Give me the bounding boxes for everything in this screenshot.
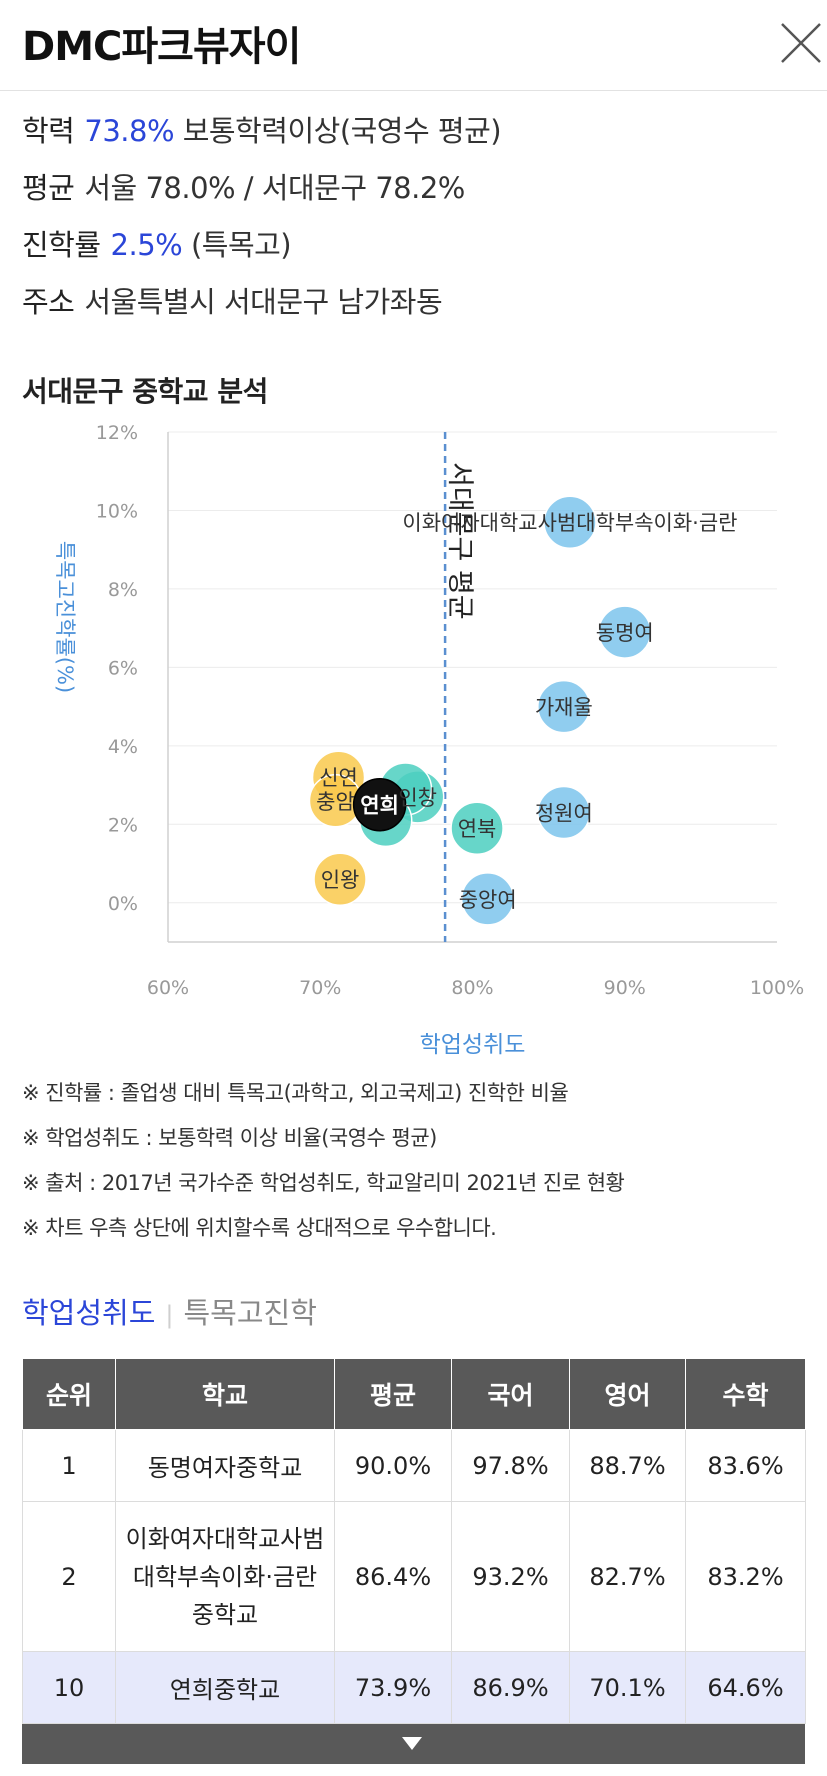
- address-label: 주소: [22, 285, 75, 319]
- math-cell: 83.6%: [685, 1429, 806, 1502]
- reference-line-label: 서대문구 평균: [444, 462, 475, 620]
- school-cell: 이화여자대학교사범대학부속이화·금란중학교: [115, 1501, 335, 1652]
- x-tick-label: 70%: [299, 977, 341, 999]
- avg-cell: 86.4%: [334, 1501, 452, 1652]
- note-item: ※ 학업성취도 : 보통학력 이상 비율(국영수 평균): [22, 1126, 437, 1150]
- col-header-math: 수학: [685, 1358, 806, 1430]
- average-label: 평균: [22, 171, 75, 205]
- y-tick-label: 4%: [108, 736, 138, 758]
- close-icon[interactable]: [778, 20, 824, 66]
- data-point: [450, 801, 504, 855]
- info-address: 주소 서울특별시 서대문구 남가좌동: [22, 279, 443, 321]
- data-point: [598, 605, 652, 659]
- page-title: DMC파크뷰자이: [22, 24, 301, 70]
- col-header-school: 학교: [115, 1358, 335, 1430]
- eng-cell: 82.7%: [569, 1501, 686, 1652]
- ranking-table: 순위 학교 평균 국어 영어 수학 1 동명여자중학교 90.0% 97.8% …: [22, 1358, 806, 1724]
- x-axis-label: 학업성취도: [420, 1032, 526, 1058]
- academic-value: 73.8%: [84, 114, 175, 148]
- kor-cell: 93.2%: [451, 1501, 570, 1652]
- table-row: 2 이화여자대학교사범대학부속이화·금란중학교 86.4% 93.2% 82.7…: [22, 1501, 806, 1652]
- avg-cell: 73.9%: [334, 1651, 452, 1724]
- col-header-kor: 국어: [451, 1358, 570, 1430]
- col-header-avg: 평균: [334, 1358, 452, 1430]
- notes: ※ 진학률 : 졸업생 대비 특목고(과학고, 외고국제고) 진학한 비율 ※ …: [22, 1078, 625, 1258]
- data-point: [352, 777, 407, 832]
- y-tick-label: 0%: [108, 893, 138, 915]
- school-cell: 동명여자중학교: [115, 1429, 335, 1502]
- y-tick-label: 12%: [96, 422, 138, 444]
- data-point: [313, 852, 367, 906]
- address-text: 서울특별시 서대문구 남가좌동: [84, 285, 443, 319]
- data-label: 연희: [360, 794, 399, 818]
- data-label: 충암: [316, 790, 355, 814]
- data-label: 동명여: [596, 621, 654, 645]
- data-label: 가재울: [535, 696, 593, 720]
- table-row: 1 동명여자중학교 90.0% 97.8% 88.7% 83.6%: [22, 1429, 806, 1502]
- section-title: 서대문구 중학교 분석: [22, 375, 268, 408]
- y-tick-label: 6%: [108, 657, 138, 679]
- academic-label: 학력: [22, 114, 75, 148]
- tab-special-high[interactable]: 특목고진학: [183, 1296, 317, 1330]
- advancement-label: 진학률: [22, 228, 101, 262]
- x-tick-label: 90%: [604, 977, 646, 999]
- y-tick-label: 10%: [96, 500, 138, 522]
- data-point: [543, 495, 597, 549]
- table-row-highlighted: 10 연희중학교 73.9% 86.9% 70.1% 64.6%: [22, 1651, 806, 1724]
- academic-desc: 보통학력이상(국영수 평균): [182, 114, 502, 148]
- table-header-row: 순위 학교 평균 국어 영어 수학: [22, 1358, 806, 1430]
- eng-cell: 70.1%: [569, 1651, 686, 1724]
- data-label: 이화여자대학교사범대학부속이화·금란: [402, 511, 737, 535]
- info-average: 평균 서울 78.0% / 서대문구 78.2%: [22, 165, 465, 207]
- header: DMC파크뷰자이: [0, 0, 827, 91]
- data-point: [537, 679, 591, 734]
- note-item: ※ 출처 : 2017년 국가수준 학업성취도, 학교알리미 2021년 진로 …: [22, 1171, 625, 1195]
- rank-cell: 10: [22, 1651, 116, 1724]
- y-axis-label: 특목고진학률(%): [53, 541, 77, 693]
- data-label: 인창: [398, 786, 437, 810]
- data-point: [460, 872, 515, 926]
- math-cell: 64.6%: [685, 1651, 806, 1724]
- info-academic: 학력 73.8% 보통학력이상(국영수 평균): [22, 108, 502, 150]
- advancement-desc: (특목고): [190, 228, 292, 262]
- data-label: 인왕: [321, 868, 360, 892]
- average-text: 서울 78.0% / 서대문구 78.2%: [84, 171, 465, 205]
- col-header-eng: 영어: [569, 1358, 686, 1430]
- avg-cell: 90.0%: [334, 1429, 452, 1502]
- tabs: 학업성취도 | 특목고진학: [22, 1290, 317, 1332]
- math-cell: 83.2%: [685, 1501, 806, 1652]
- rank-cell: 2: [22, 1501, 116, 1652]
- scatter-chart: 0% 2% 4% 6% 8% 10% 12% 60% 70% 80% 90% 100% 학업성취도 특목고…: [53, 422, 804, 1058]
- data-label: 연북: [458, 817, 497, 841]
- eng-cell: 88.7%: [569, 1429, 686, 1502]
- note-item: ※ 차트 우측 상단에 위치할수록 상대적으로 우수합니다.: [22, 1216, 497, 1240]
- kor-cell: 97.8%: [451, 1429, 570, 1502]
- chevron-down-icon[interactable]: [402, 1737, 422, 1750]
- data-point: [537, 785, 591, 840]
- data-label: 중앙여: [459, 888, 517, 912]
- tab-separator: |: [165, 1301, 174, 1329]
- school-cell: 연희중학교: [115, 1651, 335, 1724]
- kor-cell: 86.9%: [451, 1651, 570, 1724]
- info-advancement: 진학률 2.5% (특목고): [22, 222, 292, 264]
- y-tick-label: 2%: [108, 814, 138, 836]
- rank-cell: 1: [22, 1429, 116, 1502]
- data-label: 정원여: [535, 802, 593, 826]
- advancement-value: 2.5%: [110, 228, 183, 262]
- tab-achievement[interactable]: 학업성취도: [22, 1296, 156, 1330]
- col-header-rank: 순위: [22, 1358, 116, 1430]
- y-tick-label: 8%: [108, 579, 138, 601]
- x-tick-label: 60%: [147, 977, 189, 999]
- x-tick-label: 100%: [750, 977, 804, 999]
- note-item: ※ 진학률 : 졸업생 대비 특목고(과학고, 외고국제고) 진학한 비율: [22, 1081, 569, 1105]
- plot-area: [168, 432, 777, 942]
- x-tick-label: 80%: [451, 977, 493, 999]
- data-label: 신연: [319, 766, 358, 790]
